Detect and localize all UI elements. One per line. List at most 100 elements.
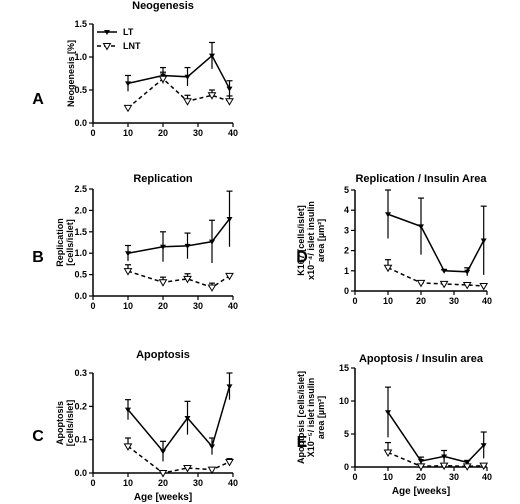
data-point-lt [184, 74, 191, 80]
data-point-lnt [225, 272, 234, 281]
y-axis-label: Apoptosis [55, 401, 65, 445]
x-tick-label: 10 [123, 478, 133, 488]
data-point-lnt [439, 280, 449, 289]
y-axis-label: [cells/islet] [65, 219, 75, 266]
y-tick-label: 4 [344, 205, 349, 215]
x-tick-label: 0 [90, 478, 95, 488]
data-point-lnt [158, 279, 168, 287]
data-point-lt [418, 459, 424, 465]
y-tick-label: 1.0 [74, 52, 87, 62]
data-point-lt [184, 416, 191, 421]
data-point-lnt [207, 284, 217, 292]
chart-title: Replication [133, 173, 193, 185]
y-tick-label: 0.1 [74, 435, 87, 445]
x-tick-label: 0 [90, 301, 95, 311]
data-point-lt [464, 460, 471, 466]
panel-label: D [296, 249, 308, 266]
y-tick-label: 10 [339, 396, 349, 406]
data-point-lt [184, 243, 191, 249]
data-point-lnt [123, 104, 133, 113]
x-tick-label: 40 [228, 478, 238, 488]
data-point-lt [125, 251, 131, 257]
series-line-lt [127, 386, 231, 453]
y-axis-label: area [µm²] [316, 396, 326, 439]
series-line-lt [127, 54, 231, 90]
data-point-lt [464, 269, 471, 275]
data-point-lt [441, 454, 448, 460]
y-tick-label: 0.5 [74, 85, 87, 95]
x-tick-label: 10 [383, 472, 393, 482]
x-tick-label: 10 [123, 128, 133, 138]
x-tick-label: 30 [193, 128, 203, 138]
x-tick-label: 20 [158, 478, 168, 488]
series-line-lt [387, 411, 485, 464]
y-tick-label: 0.0 [74, 291, 87, 301]
data-point-lt [385, 212, 391, 218]
y-tick-label: 0.0 [74, 118, 87, 128]
data-point-lnt [207, 466, 217, 475]
y-tick-label: 5 [344, 429, 349, 439]
y-tick-label: 1.5 [74, 19, 87, 29]
y-axis-label: X10⁻⁵/ islet insulin [306, 378, 316, 458]
y-tick-label: 2.0 [74, 205, 87, 215]
data-point-lnt [183, 275, 192, 284]
y-axis-label: Neogenesis [%] [66, 40, 76, 107]
y-tick-label: 2.5 [74, 184, 87, 194]
data-point-lnt [479, 282, 489, 291]
x-tick-label: 10 [123, 301, 133, 311]
y-tick-label: 1.0 [74, 248, 87, 258]
chart-title: Apoptosis [136, 349, 190, 361]
x-tick-label: 20 [158, 128, 168, 138]
data-point-lnt [383, 449, 393, 457]
y-tick-label: 2 [344, 246, 349, 256]
chart-title: Neogenesis [132, 0, 194, 12]
y-axis-label: K167 [cells/islet] [296, 205, 306, 276]
legend-marker-lt [104, 30, 110, 35]
x-tick-label: 0 [352, 472, 357, 482]
data-point-lt [480, 443, 487, 449]
data-point-lt [209, 53, 215, 59]
data-point-lnt [207, 92, 217, 100]
data-point-lnt [123, 268, 133, 276]
data-point-lt [385, 410, 391, 416]
data-point-lnt [158, 75, 168, 84]
legend-label-lt: LT [123, 27, 134, 37]
y-axis-label: area [µm²] [316, 219, 326, 262]
y-axis-label: Replication [55, 218, 65, 267]
data-point-lt [441, 268, 448, 274]
x-tick-label: 0 [90, 128, 95, 138]
y-tick-label: 1.5 [74, 227, 87, 237]
data-point-lnt [416, 463, 426, 471]
x-tick-label: 30 [449, 472, 459, 482]
x-tick-label: 20 [416, 472, 426, 482]
y-tick-label: 1 [344, 266, 349, 276]
series-line-lnt [127, 270, 230, 289]
panel-label: B [32, 249, 44, 266]
x-axis-label: Age [weeks] [134, 492, 192, 503]
y-tick-label: 0.2 [74, 401, 87, 411]
y-tick-label: 15 [339, 363, 349, 373]
legend-label-lnt: LNT [123, 41, 141, 51]
data-point-lnt [225, 459, 234, 467]
data-point-lnt [416, 279, 426, 288]
chart-title: Replication / Insulin Area [355, 173, 487, 185]
x-tick-label: 30 [193, 301, 203, 311]
data-point-lnt [479, 462, 489, 471]
data-point-lt [226, 86, 233, 92]
y-tick-label: 0.3 [74, 368, 87, 378]
series-line-lt [127, 218, 231, 254]
x-tick-label: 10 [383, 296, 393, 306]
data-point-lt [226, 216, 233, 222]
data-point-lnt [183, 465, 192, 473]
data-point-lnt [462, 463, 472, 471]
panel-label: E [297, 434, 308, 451]
data-point-lnt [225, 98, 234, 106]
data-point-lt [226, 384, 233, 390]
data-point-lt [160, 244, 166, 250]
y-tick-label: 0 [344, 286, 349, 296]
data-point-lnt [462, 281, 472, 290]
x-tick-label: 20 [158, 301, 168, 311]
data-point-lt [209, 239, 215, 245]
data-point-lt [209, 444, 215, 450]
